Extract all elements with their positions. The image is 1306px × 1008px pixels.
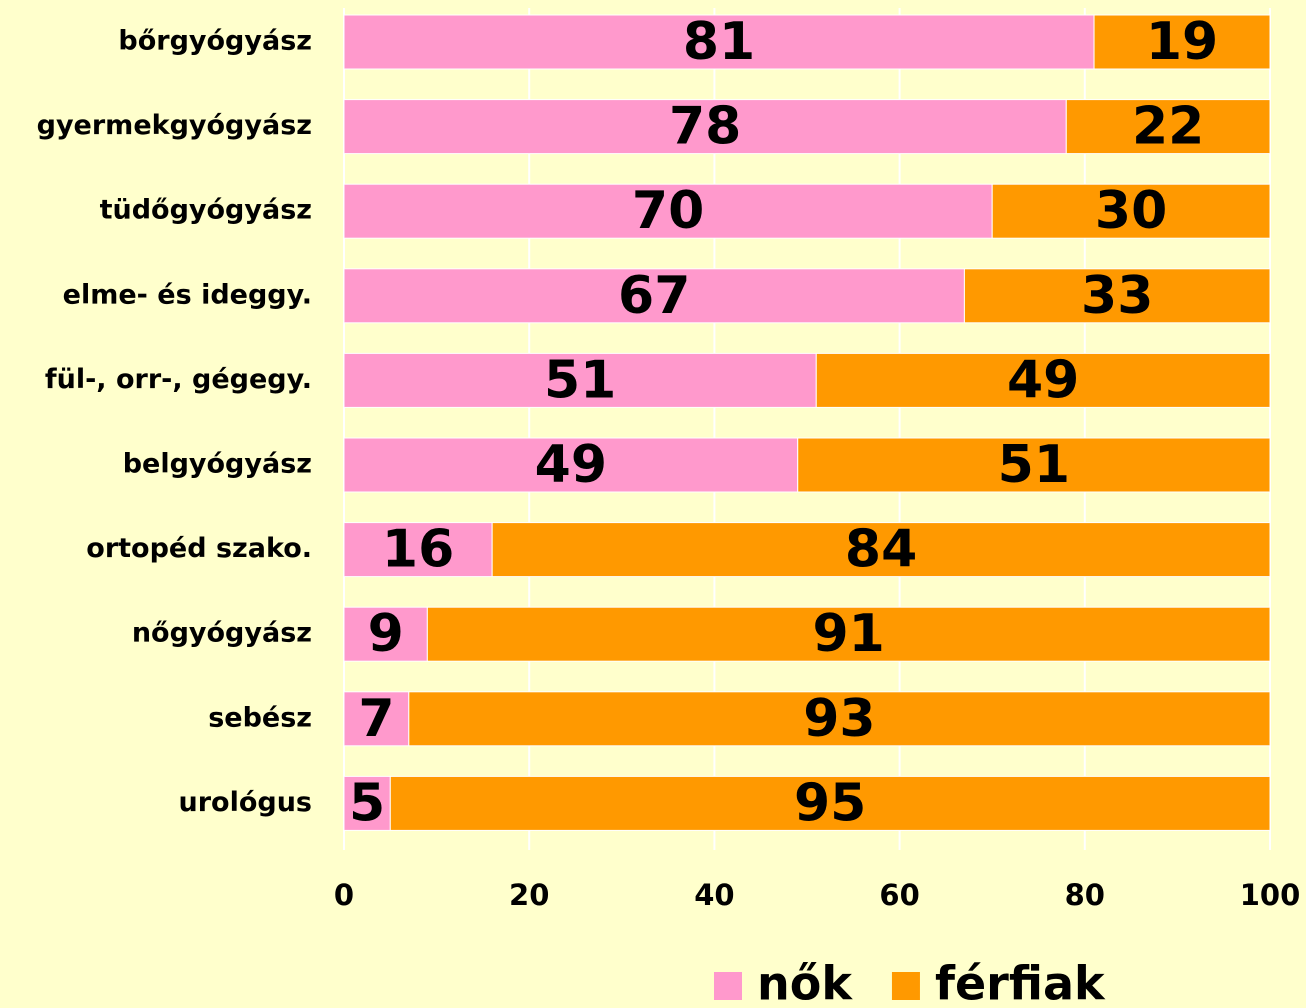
data-label: 33 (1081, 266, 1153, 326)
bar-segment (343, 268, 965, 324)
bar-segment (815, 352, 1271, 408)
bar-segment (343, 14, 1095, 70)
data-label: 91 (812, 604, 884, 664)
category-label: belgyógyász (123, 449, 312, 480)
bar-segment (343, 183, 993, 239)
legend-swatch (891, 972, 920, 1000)
bar-segment (426, 606, 1271, 662)
data-label: 84 (845, 520, 917, 580)
data-label: 51 (998, 435, 1070, 495)
bar-segment (1065, 99, 1271, 155)
data-label: 95 (794, 773, 866, 833)
bar-segment (343, 522, 493, 578)
bar-segment (343, 437, 799, 493)
x-tick-label: 80 (1065, 878, 1105, 912)
bar-segment (491, 522, 1271, 578)
x-tick-label: 0 (334, 878, 354, 912)
data-label: 78 (669, 97, 741, 157)
bar-segment (963, 268, 1271, 324)
legend-swatch (714, 972, 742, 1000)
category-label: gyermekgyógyász (37, 110, 312, 141)
category-label: bőrgyógyász (118, 26, 312, 57)
bar-segment (408, 691, 1271, 747)
data-label: 16 (382, 520, 454, 580)
data-label: 5 (349, 773, 385, 833)
data-label: 51 (544, 350, 616, 410)
bar-segment (1093, 14, 1271, 70)
category-label: sebész (208, 702, 312, 733)
data-label: 67 (618, 266, 690, 326)
data-label: 9 (368, 604, 404, 664)
bar-segment (389, 775, 1271, 831)
data-label: 93 (803, 689, 875, 749)
x-tick-label: 20 (509, 878, 549, 912)
bar-segment (797, 437, 1271, 493)
category-label: fül-, orr-, gégegy. (45, 364, 312, 395)
category-label: urológus (178, 787, 312, 818)
category-label: ortopéd szako. (86, 533, 312, 564)
data-label: 49 (1007, 350, 1079, 410)
legend-label: férfiak (935, 957, 1106, 1008)
x-tick-label: 100 (1240, 878, 1301, 912)
x-tick-label: 40 (694, 878, 734, 912)
data-label: 30 (1095, 181, 1167, 241)
data-label: 22 (1132, 97, 1204, 157)
bar-segment (343, 352, 817, 408)
data-label: 7 (358, 689, 394, 749)
category-label: tüdőgyógyász (100, 195, 312, 226)
data-label: 70 (632, 181, 704, 241)
x-tick-label: 60 (879, 878, 919, 912)
legend-label: nők (757, 957, 853, 1008)
data-label: 49 (535, 435, 607, 495)
data-label: 19 (1146, 12, 1218, 72)
bar-segment (343, 691, 410, 747)
category-label: nőgyógyász (132, 618, 312, 649)
category-label: elme- és ideggy. (63, 279, 312, 310)
bar-segment (343, 99, 1067, 155)
bar-segment (991, 183, 1271, 239)
data-label: 81 (683, 12, 755, 72)
